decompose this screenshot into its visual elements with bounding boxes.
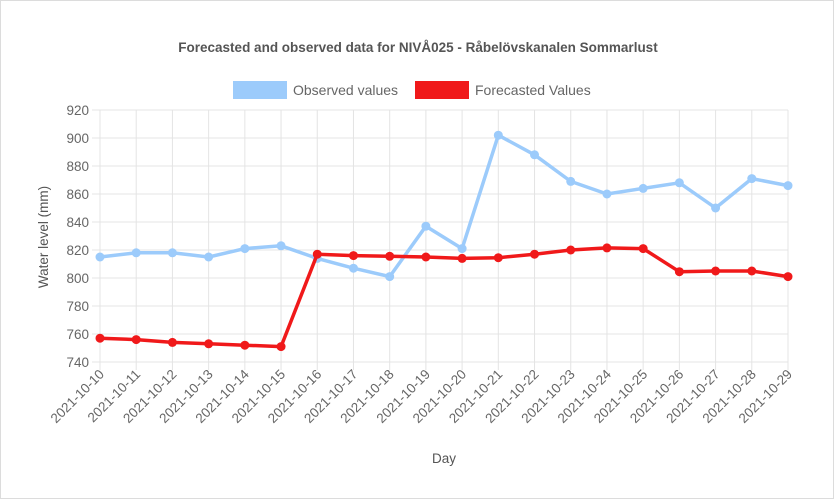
data-point-forecasted[interactable] <box>638 244 648 254</box>
y-tick-label: 780 <box>66 299 89 314</box>
series-line-observed <box>99 133 789 279</box>
legend-label-observed: Observed values <box>293 82 398 98</box>
x-axis-title: Day <box>432 451 456 466</box>
series-group <box>95 130 793 352</box>
data-point-forecasted[interactable] <box>493 253 503 263</box>
data-point-observed[interactable] <box>566 176 576 186</box>
data-point-observed[interactable] <box>95 252 105 262</box>
data-point-observed[interactable] <box>530 150 540 160</box>
data-point-forecasted[interactable] <box>348 251 358 261</box>
data-point-observed[interactable] <box>674 178 684 188</box>
data-point-forecasted[interactable] <box>602 243 612 253</box>
x-axis-ticks: 2021-10-102021-10-112021-10-122021-10-13… <box>48 366 795 426</box>
y-axis-ticks: 740 760 780 800 820 840 860 880 900 920 <box>66 103 89 370</box>
data-point-observed[interactable] <box>240 244 250 254</box>
data-point-observed[interactable] <box>711 203 721 213</box>
data-point-observed[interactable] <box>167 248 177 258</box>
y-tick-label: 800 <box>66 271 89 286</box>
data-point-forecasted[interactable] <box>131 335 141 345</box>
data-point-forecasted[interactable] <box>421 252 431 262</box>
chart-title: Forecasted and observed data for NIVÅ025… <box>178 40 658 55</box>
data-point-observed[interactable] <box>638 183 648 193</box>
data-point-observed[interactable] <box>493 130 503 140</box>
data-point-forecasted[interactable] <box>276 342 286 352</box>
data-point-observed[interactable] <box>602 189 612 199</box>
y-tick-label: 840 <box>66 215 89 230</box>
legend-swatch-observed <box>233 81 287 99</box>
y-axis-title: Water level (mm) <box>36 186 51 288</box>
data-point-observed[interactable] <box>131 248 141 258</box>
series-line-forecasted <box>99 246 789 349</box>
data-point-observed[interactable] <box>204 252 214 262</box>
data-point-forecasted[interactable] <box>167 337 177 347</box>
data-point-forecasted[interactable] <box>240 340 250 350</box>
legend-label-forecasted: Forecasted Values <box>475 82 591 98</box>
data-point-forecasted[interactable] <box>312 249 322 259</box>
y-tick-label: 740 <box>66 355 89 370</box>
data-point-observed[interactable] <box>783 181 793 191</box>
data-point-observed[interactable] <box>348 263 358 273</box>
data-point-forecasted[interactable] <box>711 266 721 276</box>
y-tick-label: 860 <box>66 187 89 202</box>
data-point-observed[interactable] <box>276 241 286 251</box>
y-tick-label: 920 <box>66 103 89 118</box>
data-point-observed[interactable] <box>385 272 395 282</box>
grid <box>92 109 789 370</box>
legend: Observed values Forecasted Values <box>233 81 591 99</box>
data-point-forecasted[interactable] <box>95 333 105 343</box>
legend-swatch-forecasted <box>415 81 469 99</box>
y-tick-label: 900 <box>66 131 89 146</box>
data-point-forecasted[interactable] <box>747 266 757 276</box>
data-point-forecasted[interactable] <box>385 251 395 261</box>
y-tick-label: 820 <box>66 243 89 258</box>
data-point-forecasted[interactable] <box>566 245 576 255</box>
legend-item-observed[interactable]: Observed values <box>233 81 398 99</box>
data-point-observed[interactable] <box>747 174 757 184</box>
data-point-forecasted[interactable] <box>204 339 214 349</box>
data-point-forecasted[interactable] <box>457 253 467 263</box>
y-tick-label: 880 <box>66 159 89 174</box>
legend-item-forecasted[interactable]: Forecasted Values <box>415 81 591 99</box>
data-point-forecasted[interactable] <box>783 272 793 282</box>
data-point-forecasted[interactable] <box>674 267 684 277</box>
data-point-observed[interactable] <box>421 221 431 231</box>
y-tick-label: 760 <box>66 327 89 342</box>
data-point-observed[interactable] <box>457 244 467 254</box>
data-point-forecasted[interactable] <box>530 249 540 259</box>
